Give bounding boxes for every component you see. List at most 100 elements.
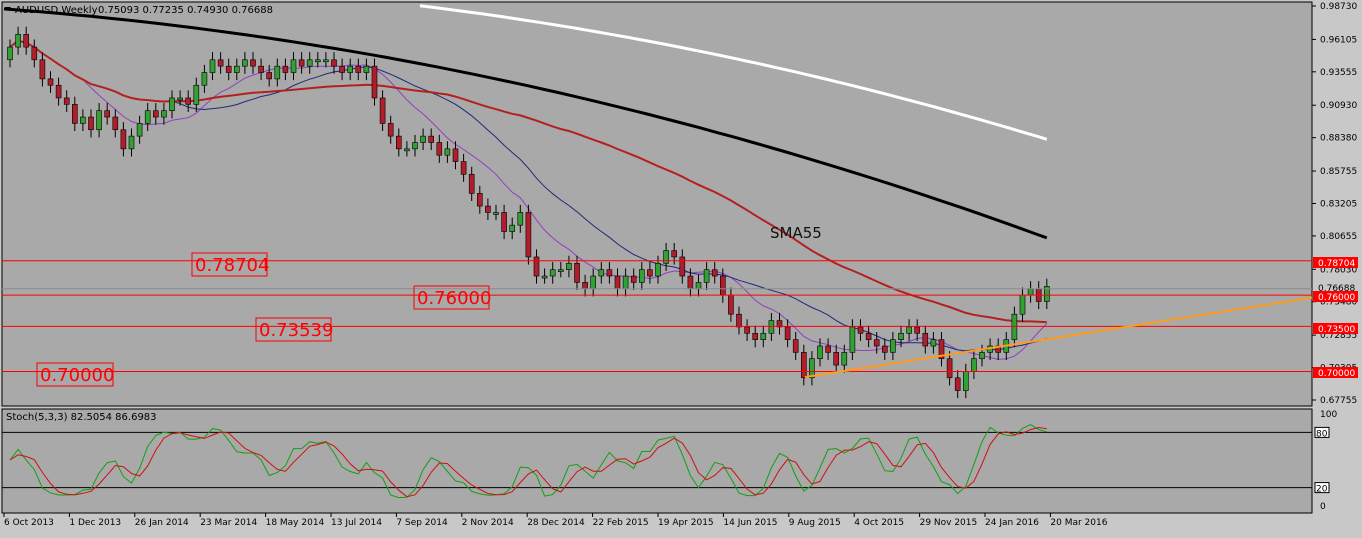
candle-body [728, 294, 734, 315]
collapse-triangle-icon[interactable] [5, 7, 11, 11]
candle-body [7, 46, 13, 61]
candle-body [930, 339, 937, 347]
candle-body [938, 339, 945, 360]
candle-body [1027, 288, 1034, 296]
candle-body [857, 326, 864, 334]
price-tick-label: 0.98730 [1320, 2, 1357, 12]
price-tag-070000-text: 0.70000 [1318, 369, 1355, 379]
candle-body [452, 148, 459, 162]
candle-body [363, 65, 370, 73]
candle-body [39, 59, 46, 80]
candle-body [298, 59, 305, 67]
stoch-signal-line [9, 426, 1047, 498]
candle-body [703, 269, 710, 283]
candle-body [954, 377, 961, 391]
candle-body [209, 59, 216, 73]
sma200-black-line [3, 7, 1048, 240]
price-tag-current-text: 0.76688 [1318, 284, 1355, 294]
candle-body [476, 193, 483, 207]
candle-body [566, 263, 572, 270]
level-label-076000: 0.76000 [417, 288, 491, 309]
price-tick-label: 0.90930 [1320, 101, 1357, 111]
sma55-line [9, 39, 1047, 324]
candle-body [962, 371, 969, 391]
candle-body [234, 65, 240, 73]
candle-body [736, 313, 742, 328]
candle-body [485, 205, 491, 213]
price-tick-label: 0.83205 [1320, 199, 1357, 209]
price-tick-label: 0.96105 [1320, 35, 1357, 45]
candle-body [63, 97, 70, 105]
price-panel [1, 1, 1313, 407]
candle-body [161, 110, 167, 118]
candle-body [865, 332, 872, 340]
candle-body [549, 269, 556, 277]
candle-body [23, 34, 30, 48]
candle-body [630, 275, 637, 283]
candle-body [849, 326, 856, 353]
candle-body [128, 135, 135, 150]
candle-body [306, 59, 313, 67]
candle-body [711, 269, 718, 277]
candle-body [719, 275, 726, 296]
candle-body [379, 97, 386, 124]
sma-navy-line [9, 40, 1047, 352]
price-tag-076000-text: 0.76000 [1318, 293, 1355, 303]
candle-body [671, 250, 678, 258]
stoch-panel [1, 408, 1313, 514]
level-box-070000: 0.70000 [36, 362, 114, 387]
candle-body [533, 256, 540, 277]
candle-body [15, 34, 21, 48]
time-tick-label: 4 Oct 2015 [854, 518, 904, 528]
price-tag-078704-text: 0.78704 [1318, 259, 1355, 269]
stoch-tick-label: 0 [1320, 502, 1326, 512]
candle-body [647, 269, 653, 277]
sma55-label: SMA55 [770, 224, 822, 242]
stoch-main-line [9, 424, 1047, 499]
candle-body [290, 59, 297, 73]
candle-body [493, 212, 499, 215]
price-tag-073500-text: 0.73500 [1318, 325, 1355, 335]
candle-body [136, 123, 143, 137]
time-tick-label: 7 Sep 2014 [396, 518, 448, 528]
candle-body [1044, 286, 1050, 302]
time-tick-label: 22 Feb 2015 [593, 518, 649, 528]
price-tag-076000: 0.76000 [1313, 291, 1358, 303]
time-tick-label: 1 Dec 2013 [69, 518, 121, 528]
candle-body [946, 358, 953, 379]
candle-body [574, 263, 580, 283]
candle-body [509, 224, 516, 232]
candle-body [412, 142, 418, 150]
candle-body [104, 110, 110, 118]
candle-body [47, 78, 54, 86]
candle-body [655, 263, 661, 277]
candle-body [606, 269, 613, 277]
candle-body [169, 97, 175, 111]
candle-body [906, 326, 912, 334]
candle-body [541, 275, 548, 279]
candle-body [96, 110, 102, 131]
price-tick-label: 0.72855 [1320, 331, 1357, 341]
candle-body [800, 352, 807, 379]
candle-body [177, 97, 183, 101]
candle-body [614, 275, 621, 290]
candle-body [687, 275, 694, 290]
candle-body [355, 65, 362, 73]
candle-body [922, 332, 929, 347]
candle-body [809, 358, 815, 379]
time-tick-label: 26 Jan 2014 [135, 518, 189, 528]
candle-body [274, 65, 281, 80]
candle-body [582, 282, 588, 290]
candle-body [744, 326, 750, 334]
candle-body [638, 269, 645, 283]
candle-body [201, 72, 208, 86]
candle-body [890, 339, 896, 353]
candle-body [258, 65, 264, 73]
candle-body [112, 116, 119, 131]
price-tick-label: 0.80655 [1320, 232, 1357, 242]
ohlc-label: 0.75093 0.77235 0.74930 0.76688 [98, 5, 273, 16]
price-tag-current: 0.76688 [1313, 282, 1358, 294]
candle-body [1019, 294, 1026, 315]
candle-body [760, 332, 767, 340]
